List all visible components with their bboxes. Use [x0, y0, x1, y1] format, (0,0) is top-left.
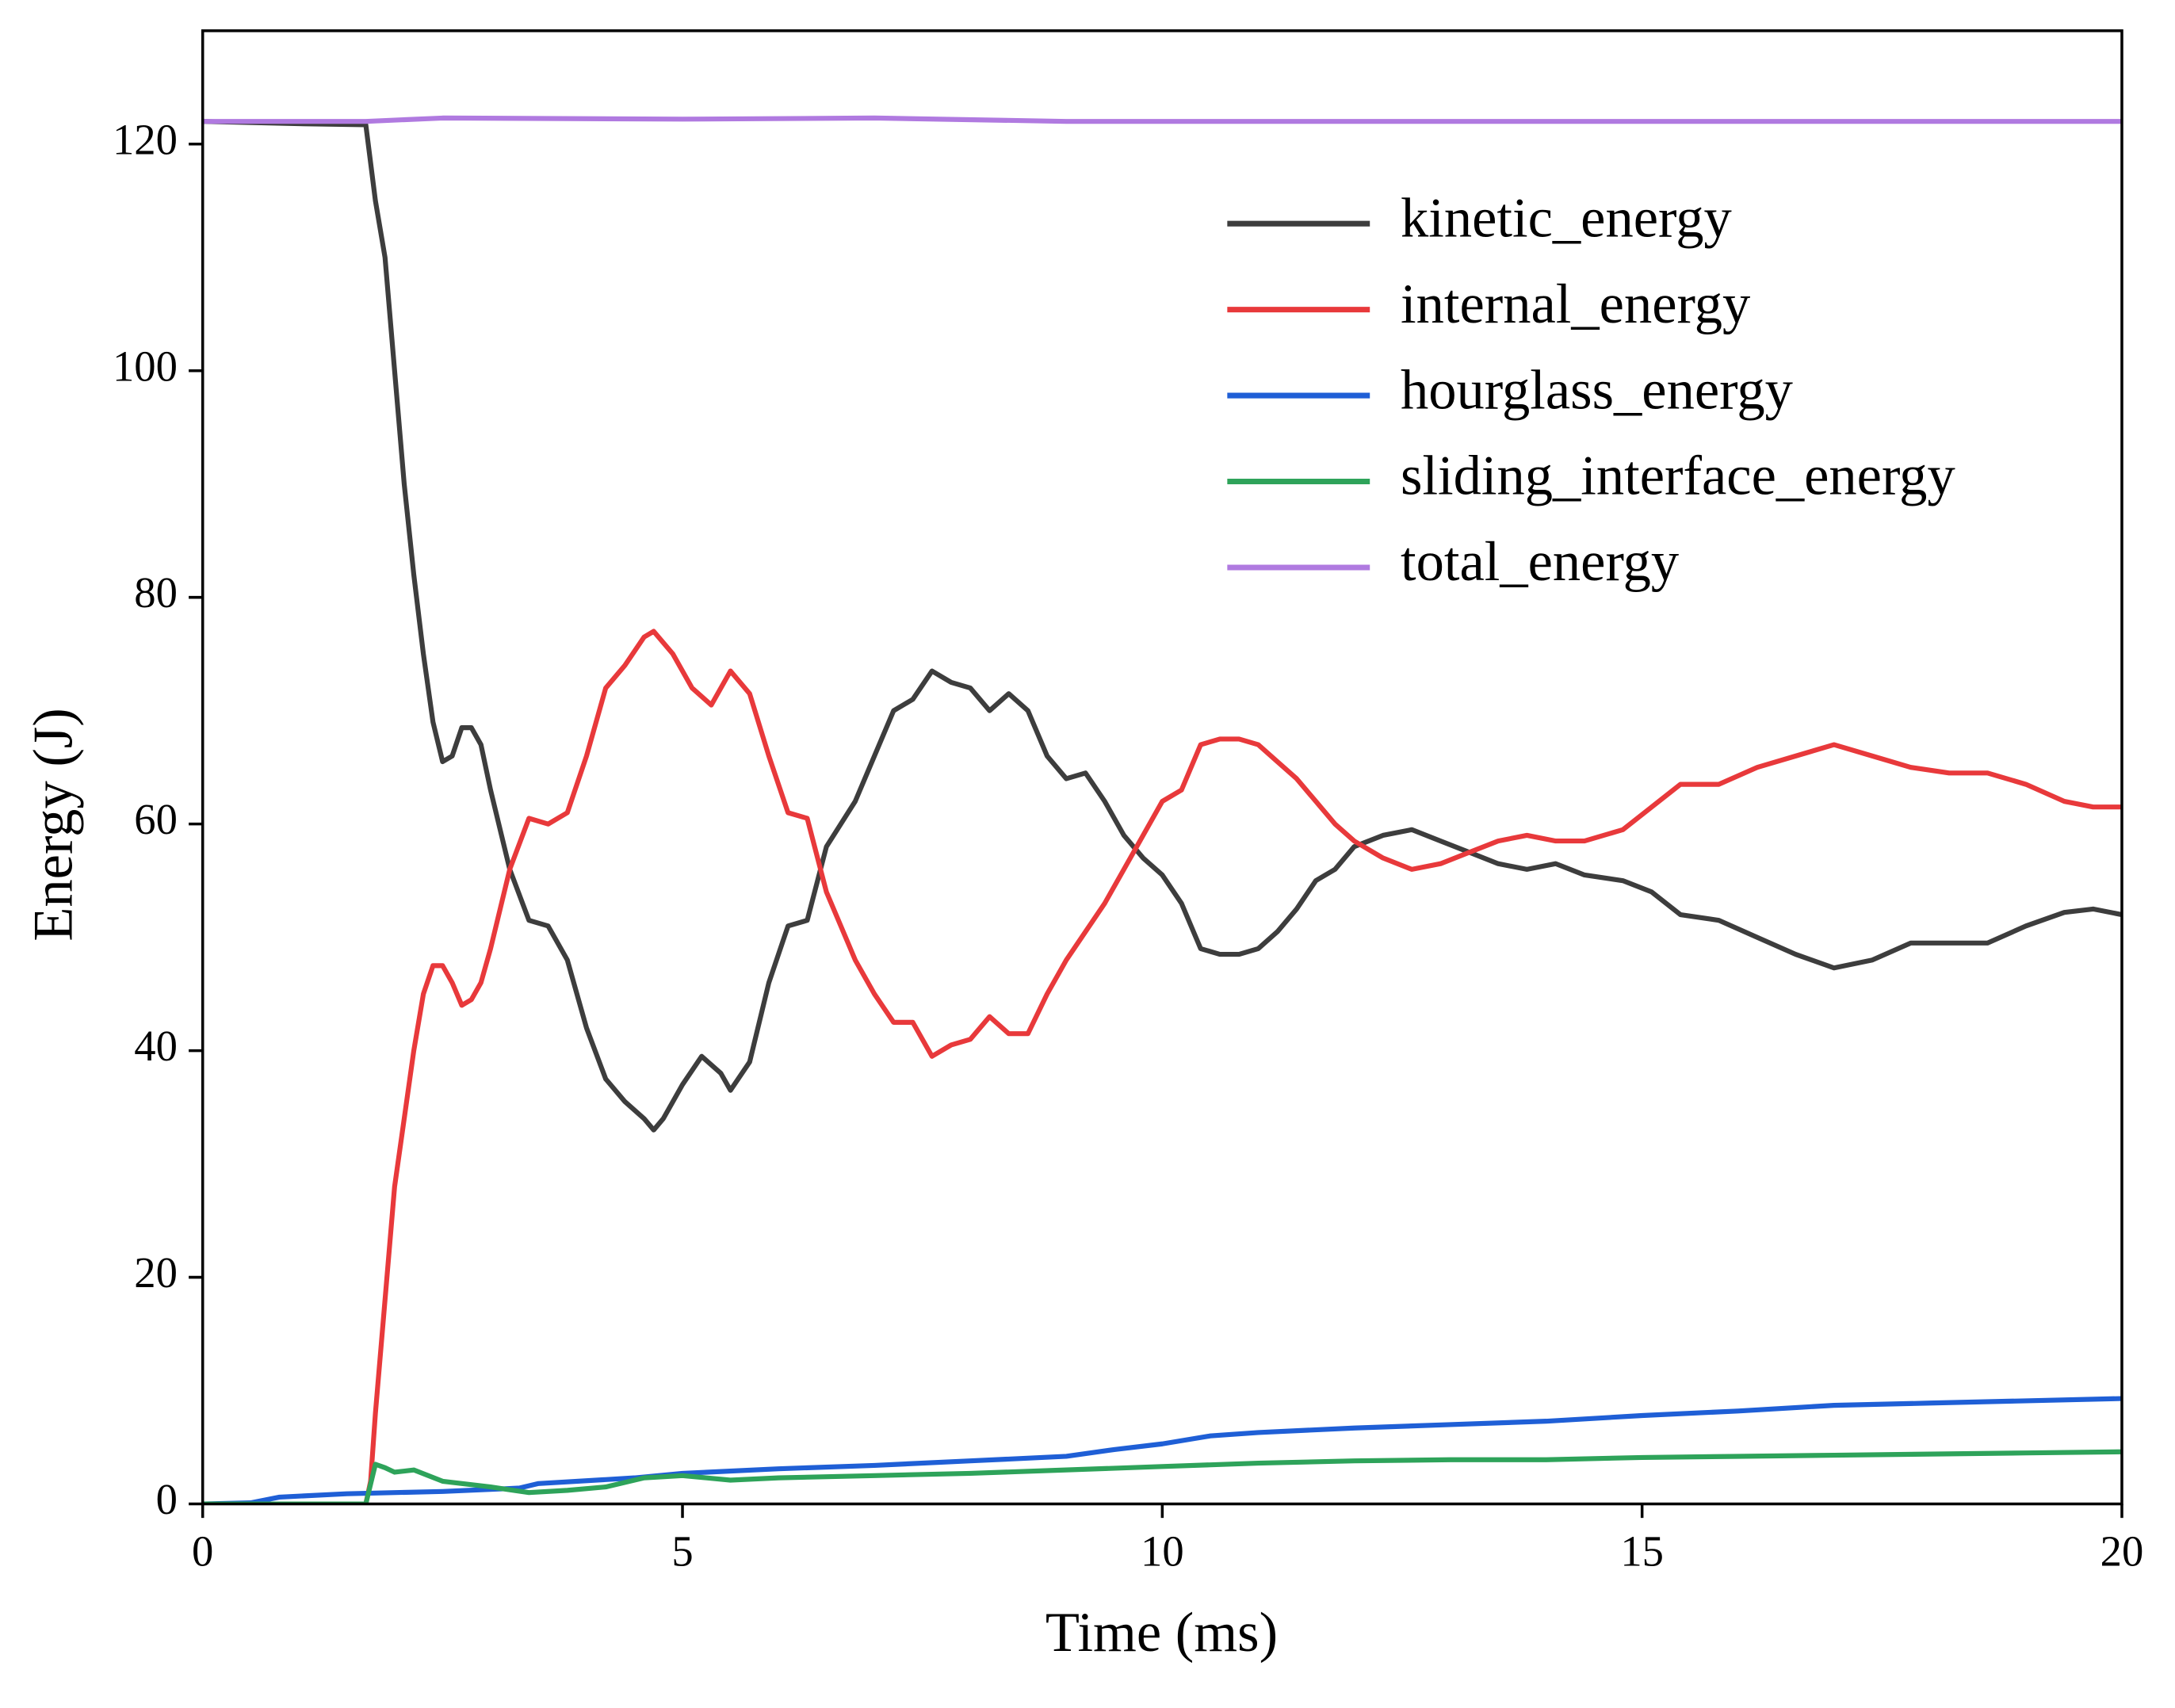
y-axis-label: Energy (J): [22, 708, 84, 941]
x-tick-label: 0: [192, 1527, 213, 1575]
legend-label: internal_energy: [1401, 273, 1750, 335]
y-tick-label: 80: [134, 568, 178, 617]
y-tick-label: 120: [113, 115, 178, 163]
series-line: [202, 115, 2122, 124]
x-tick-label: 15: [1620, 1527, 1664, 1575]
x-axis-label: Time (ms): [1045, 1602, 1278, 1664]
x-tick-label: 20: [2100, 1527, 2144, 1575]
series-line: [202, 119, 2122, 1133]
plot-frame: [201, 29, 2123, 1506]
legend-label: kinetic_energy: [1401, 187, 1732, 249]
series-line: [202, 1449, 2122, 1504]
y-tick-label: 100: [113, 342, 178, 390]
y-tick-label: 40: [134, 1022, 178, 1070]
x-tick-label: 5: [671, 1527, 693, 1575]
y-tick-label: 0: [156, 1475, 178, 1523]
series-line: [202, 629, 2122, 1504]
legend-label: hourglass_energy: [1401, 359, 1793, 421]
y-tick-label: 20: [134, 1248, 178, 1297]
x-tick-label: 10: [1141, 1527, 1184, 1575]
series-line: [202, 1396, 2122, 1504]
legend-label: sliding_interface_energy: [1401, 445, 1955, 507]
legend-label: total_energy: [1401, 531, 1679, 593]
y-tick-label: 60: [134, 795, 178, 843]
